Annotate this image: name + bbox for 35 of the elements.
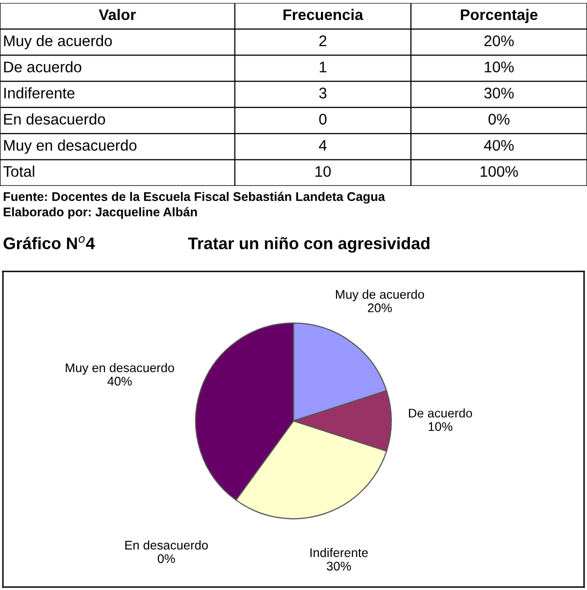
data-label: 20% (368, 303, 392, 312)
category-label: Valor (98, 8, 136, 20)
source-note: Fuente: Docentes de la Escuela Fiscal Sebastián Landeta Cagua (4, 192, 386, 204)
text: 30% (484, 88, 514, 98)
data-label: 40% (107, 376, 132, 386)
slice-label: Muy en desacuerdo (66, 363, 174, 375)
slice-label: De acuerdo (408, 408, 472, 418)
slice-label: Indiferente (310, 548, 368, 558)
text: 0% (488, 114, 510, 125)
category-label: De acuerdo (4, 61, 82, 72)
category-label: Muy de acuerdo (4, 35, 112, 50)
category-label: En desacuerdo (4, 113, 106, 125)
category-label: Indiferente (4, 87, 74, 98)
text: 2 (319, 35, 326, 46)
text: 4 (318, 140, 327, 151)
category-label: En desacuerdo (125, 540, 208, 550)
text: 10% (484, 62, 514, 72)
category-label: Total (3, 166, 34, 177)
text: 40% (484, 140, 514, 151)
text: 0% (158, 554, 175, 564)
text: Elaborado por: Jacqueline Albán (4, 207, 197, 219)
text: 100% (480, 166, 518, 177)
text: 20% (484, 35, 514, 46)
category-label: Muy en desacuerdo (4, 140, 136, 154)
data-label: 10% (428, 422, 452, 432)
text: 3 (319, 88, 326, 98)
text: 1 (320, 62, 326, 72)
text: 0 (319, 114, 326, 125)
slice-label: Muy de acuerdo (336, 290, 424, 302)
chart-subtitle: Gráfico N$^{o}$4 (4, 236, 95, 250)
category-label: Frecuencia (284, 8, 364, 20)
chart-title: Tratar un niño con agresividad (188, 237, 430, 253)
category-label: Porcentaje (460, 8, 538, 24)
text: 10 (316, 166, 331, 177)
data-label: 30% (326, 562, 351, 571)
